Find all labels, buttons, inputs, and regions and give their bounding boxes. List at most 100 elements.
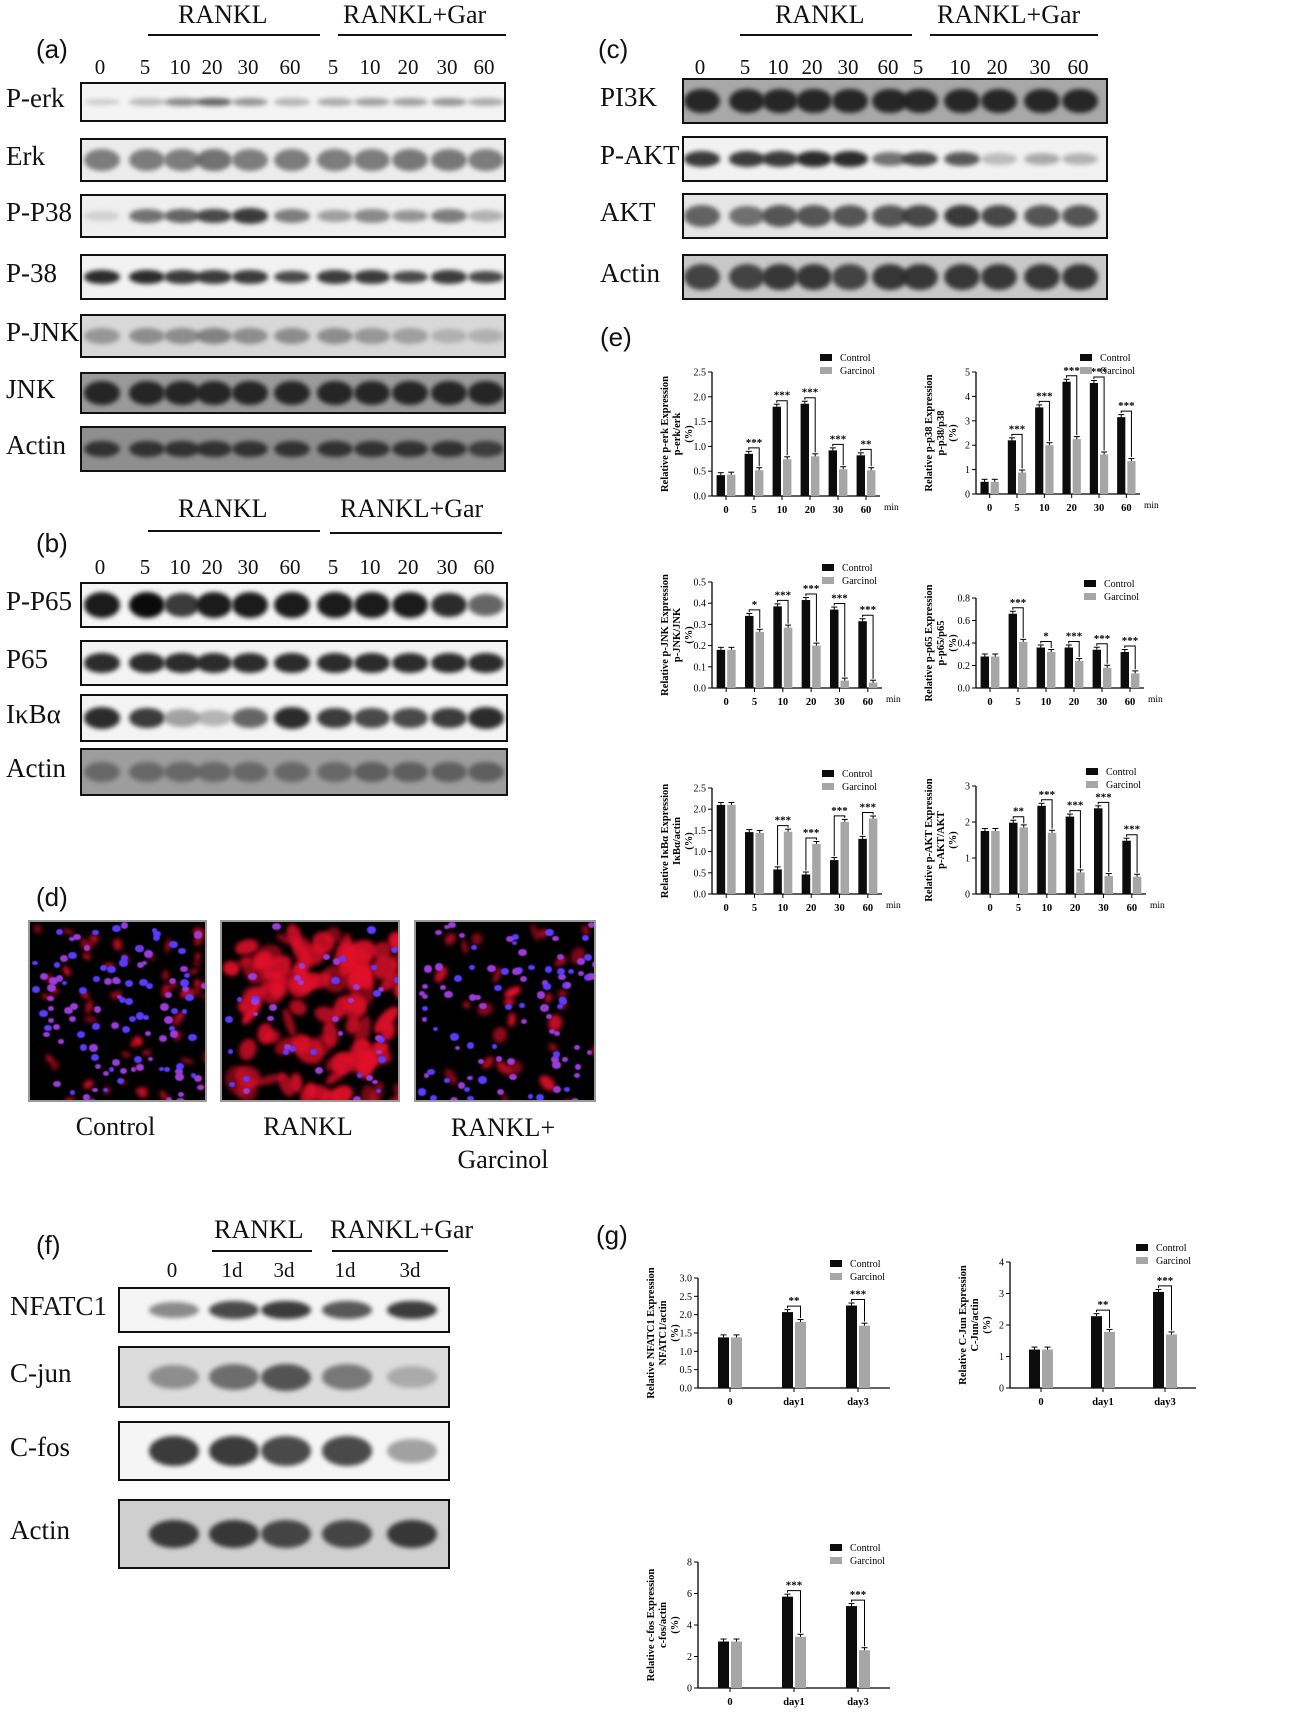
blot-band [274,761,310,783]
blot-row-label: Erk [6,141,45,171]
cell-nucleus [135,1063,144,1071]
cell-nucleus [177,1092,184,1098]
y-axis-label: p-JNK/JNK [672,607,683,662]
legend-label-garcinol: Garcinol [840,366,875,377]
bar-control [745,615,754,688]
panel-a-time-label: 30 [237,55,259,79]
panel-b-time-label: 20 [201,555,223,579]
panel-b-group1: RANKL [178,494,268,523]
blot-strip [682,193,1108,239]
blot-row-label: Actin [600,258,660,288]
blot-band [468,653,504,673]
panel-a-letter: (a) [36,34,68,64]
blot-row-label: C-jun [10,1358,72,1388]
legend-swatch-garcinol [822,783,834,790]
blot-band [84,440,120,458]
bar-garcinol [991,831,1000,894]
significance-bracket [805,593,817,642]
cell-nucleus [492,1044,498,1049]
bar-garcinol [839,469,848,496]
blot-band [261,1363,311,1391]
blot-band [149,1435,199,1467]
x-tick-label: 30 [833,505,844,516]
legend-label-garcinol: Garcinol [1106,780,1141,791]
legend-swatch-garcinol [1080,367,1092,374]
cell-nucleus [449,1097,458,1100]
cell-nucleus [433,1027,439,1032]
cell-nucleus [107,965,116,974]
blot-band [684,205,720,227]
bar-control [1036,647,1045,688]
significance-label: *** [850,1589,867,1601]
blot-band [354,653,390,673]
cell-nucleus [331,1015,340,1023]
cell-nucleus [541,980,549,986]
bar-garcinol [840,821,849,894]
cell-nucleus [504,1003,512,1010]
cell-nucleus [545,928,554,937]
significance-label: ** [789,1295,801,1307]
blot-band [468,270,504,284]
x-tick-label: day1 [1092,1397,1114,1408]
panel-c-time-label: 5 [739,55,751,79]
cell-nucleus [339,956,346,962]
cell-nucleus [282,1048,290,1055]
blot-strip [118,1499,450,1569]
y-axis-label: Relative IκBα Expression [660,784,671,898]
y-tick-label: 4 [999,1258,1004,1269]
blot-band [84,210,120,222]
blot-strip [682,254,1108,300]
blot-band [196,148,232,172]
blot-band [902,204,938,228]
cell-nucleus [119,959,128,967]
cell-nucleus [298,980,305,985]
blot-strip [118,1421,450,1481]
significance-bracket [787,1590,801,1633]
legend-label-control: Control [1106,767,1137,778]
panel-g-letter: (g) [596,1220,628,1250]
cell-nucleus [225,1016,234,1024]
panel-b-time-label: 60 [473,555,495,579]
cell-nucleus [159,1034,168,1042]
x-tick-label: 20 [806,903,817,914]
panel-f-time-label: 0 [166,1258,178,1282]
cell-nucleus [495,1056,503,1063]
cell-nucleus [587,972,594,980]
significance-label: *** [1036,390,1053,402]
significance-bracket [1120,410,1132,458]
significance-bracket [833,815,846,857]
blot-row-label: Actin [10,1515,70,1545]
blot-band [232,708,268,728]
y-axis-label: Relative p-p38 Expression [924,374,935,491]
blot-row-label: P-erk [6,83,65,113]
cell-nucleus [417,1088,427,1096]
cell-nucleus [506,935,514,942]
blot-band [468,328,504,344]
cell-nucleus [468,964,475,970]
x-tick-label: day1 [783,1397,805,1408]
blot-band [1062,263,1098,291]
cell-nucleus [135,1012,145,1020]
x-unit-label: min [1148,695,1163,705]
cell-nucleus [519,975,527,982]
cell-nucleus [109,1067,115,1072]
blot-row-label: P-38 [6,258,58,288]
blot-band [431,328,467,344]
bar-garcinol [1104,876,1113,894]
cell-nucleus [562,1057,568,1062]
y-axis-label: p-AKT/AKT [936,811,947,869]
x-unit-label: min [886,695,901,705]
cell-nucleus [583,953,593,961]
x-tick-label: 0 [1038,1397,1043,1408]
y-axis-label: Relative p-p65 Expression [924,584,935,701]
panel-a-time-label: 10 [359,55,381,79]
blot-band [317,592,353,618]
bar-control [718,1641,729,1688]
cell-nucleus [82,1094,91,1100]
blot-band [232,440,268,458]
blot-band [468,761,504,783]
blot-band [149,1365,199,1389]
micrograph-rankl-garcinol [414,920,596,1102]
y-axis-label: (%) [948,424,959,442]
cell-nucleus [310,1048,318,1055]
